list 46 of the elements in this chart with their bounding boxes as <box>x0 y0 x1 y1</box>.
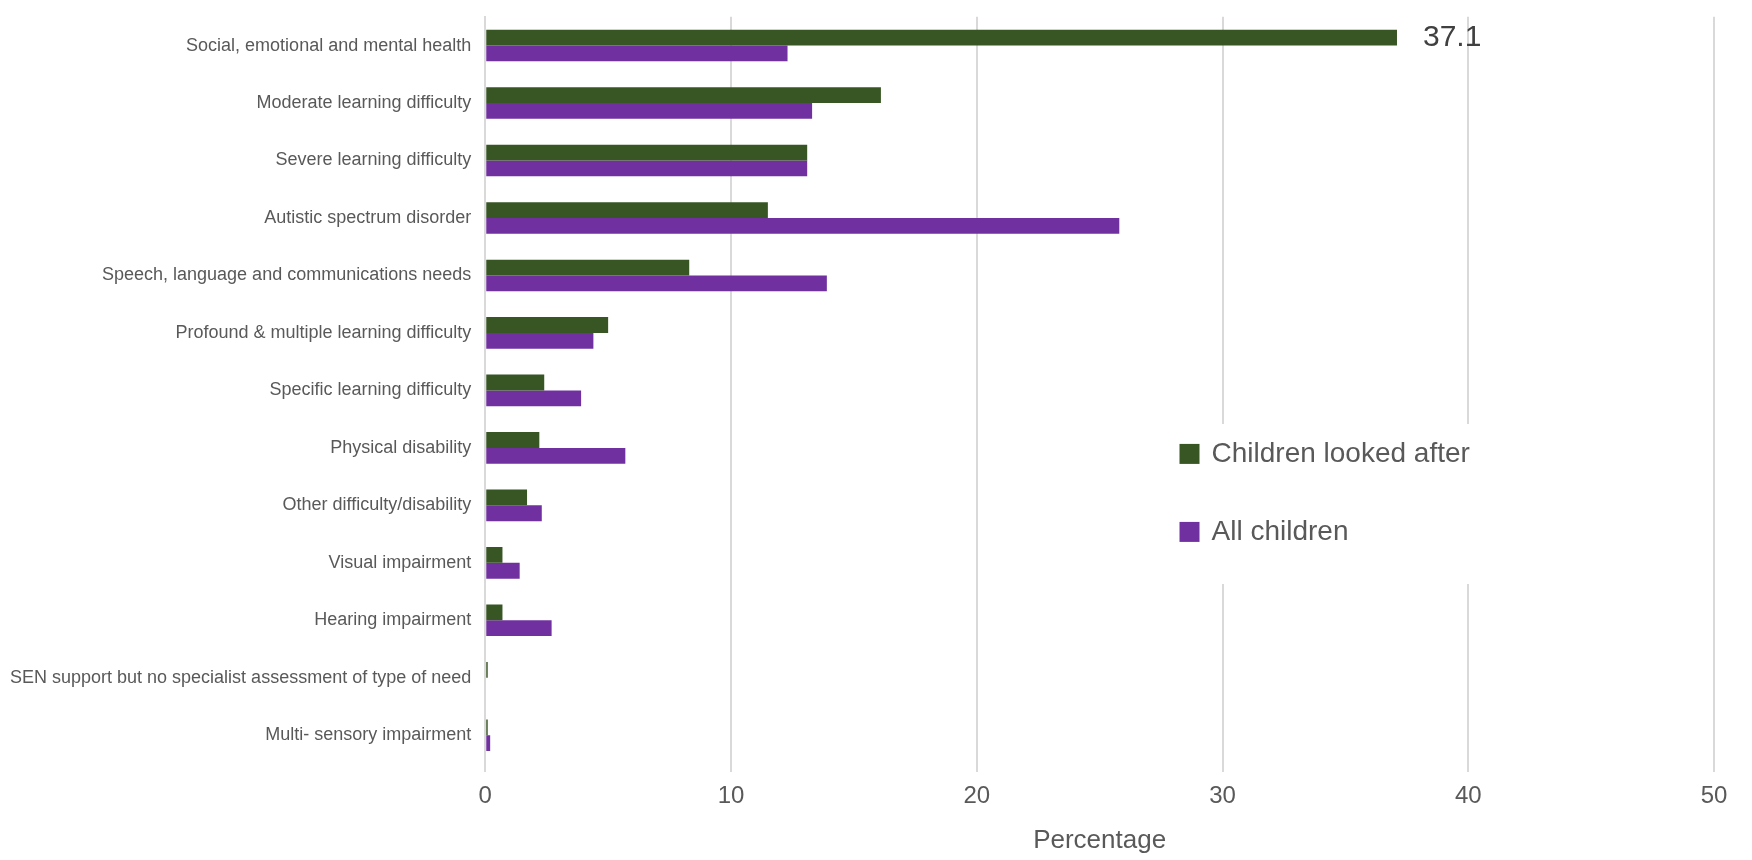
bar <box>486 604 503 621</box>
bar <box>486 29 1397 46</box>
y-tick-label: Multi- sensory impairment <box>265 724 472 745</box>
y-tick-label: Physical disability <box>330 436 472 457</box>
bar <box>486 390 582 407</box>
y-tick-label: Other difficulty/disability <box>282 494 472 515</box>
bar <box>486 735 491 752</box>
x-tick-label: 40 <box>1454 781 1482 809</box>
bar <box>486 144 808 161</box>
bar <box>486 275 827 292</box>
legend-label: All children <box>1211 514 1349 546</box>
bar <box>486 547 503 563</box>
y-tick-label: Social, emotional and mental health <box>186 34 472 55</box>
y-tick-label: Visual impairment <box>328 551 472 572</box>
bar <box>486 45 788 62</box>
y-tick-label: Moderate learning difficulty <box>256 91 472 112</box>
bar <box>486 87 881 104</box>
x-axis-title: Percentage <box>1033 823 1167 854</box>
y-tick-label: Severe learning difficulty <box>275 149 472 170</box>
bar <box>486 562 520 579</box>
bar <box>486 489 528 506</box>
bar <box>486 103 813 119</box>
bar <box>486 202 768 218</box>
y-tick-label: Specific learning difficulty <box>269 379 472 400</box>
legend-label: Children looked after <box>1211 436 1470 468</box>
data-label: 37.1 <box>1422 18 1482 52</box>
bar <box>486 332 594 349</box>
y-tick-label: SEN support but no specialist assessment of type of need <box>9 666 472 687</box>
bar <box>486 160 808 177</box>
bar <box>486 620 552 637</box>
bar <box>486 374 545 391</box>
y-tick-label: Hearing impairment <box>314 609 472 630</box>
bar <box>486 217 1120 234</box>
bar <box>486 447 626 464</box>
bar <box>486 432 540 448</box>
y-tick-label: Autistic spectrum disorder <box>264 206 472 227</box>
y-tick-label: Profound & multiple learning difficulty <box>175 321 472 342</box>
bar <box>486 259 690 276</box>
bar <box>486 505 542 522</box>
y-tick-label: Speech, language and communications needs <box>101 264 472 285</box>
x-tick-label: 0 <box>478 781 492 809</box>
x-tick-label: 50 <box>1700 781 1728 809</box>
x-tick-label: 20 <box>963 781 991 809</box>
x-tick-label: 10 <box>717 781 745 809</box>
bar <box>486 317 609 333</box>
x-tick-label: 30 <box>1209 781 1236 809</box>
